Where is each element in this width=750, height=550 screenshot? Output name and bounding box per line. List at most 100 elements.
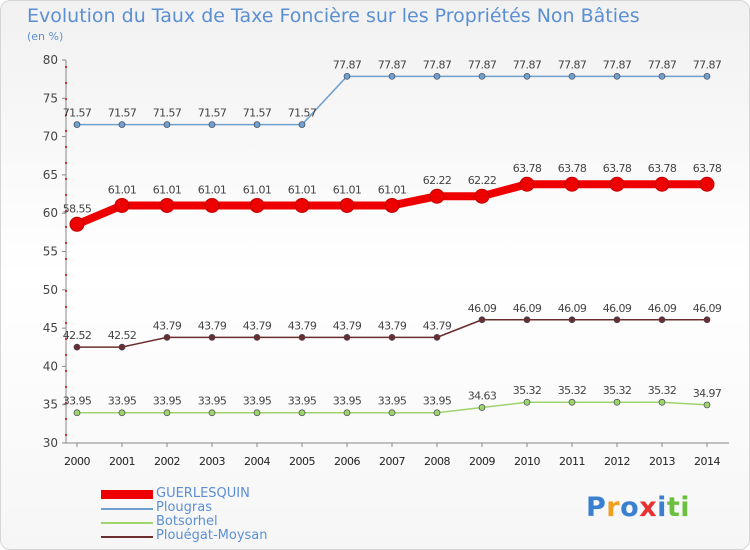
data-label: 46.09 bbox=[468, 302, 497, 315]
data-label: 43.79 bbox=[423, 319, 452, 332]
data-point bbox=[73, 343, 81, 351]
data-point bbox=[118, 409, 126, 417]
x-tick-label: 2007 bbox=[379, 455, 405, 468]
data-label: 34.97 bbox=[693, 387, 722, 400]
data-label: 71.57 bbox=[108, 107, 137, 120]
data-point bbox=[73, 409, 81, 417]
data-label: 63.78 bbox=[603, 162, 632, 175]
data-label: 42.52 bbox=[63, 329, 92, 342]
data-label: 61.01 bbox=[288, 183, 317, 196]
data-point bbox=[73, 121, 81, 128]
data-point bbox=[568, 398, 576, 406]
data-point bbox=[613, 72, 621, 80]
data-label: 46.09 bbox=[693, 302, 722, 315]
data-label: 71.57 bbox=[198, 107, 227, 120]
data-point bbox=[384, 197, 400, 213]
x-tick-label: 2003 bbox=[199, 455, 225, 468]
y-tick-label: 60 bbox=[43, 206, 58, 220]
data-point bbox=[658, 72, 666, 80]
data-label: 63.78 bbox=[648, 162, 677, 175]
data-label: 77.87 bbox=[333, 58, 362, 71]
data-label: 43.79 bbox=[198, 319, 227, 332]
data-label: 61.01 bbox=[378, 183, 407, 196]
data-label: 43.79 bbox=[243, 319, 272, 332]
data-point bbox=[654, 176, 670, 192]
data-label: 77.87 bbox=[693, 58, 722, 71]
data-point bbox=[613, 398, 621, 406]
data-point bbox=[253, 334, 261, 341]
data-label: 61.01 bbox=[198, 183, 227, 196]
data-point bbox=[478, 72, 486, 80]
data-point bbox=[474, 188, 490, 204]
data-label: 77.87 bbox=[513, 58, 542, 71]
data-point bbox=[433, 334, 441, 341]
data-label: 33.95 bbox=[108, 395, 137, 408]
data-label: 71.57 bbox=[153, 107, 182, 120]
x-tick-label: 2006 bbox=[334, 455, 360, 468]
data-label: 61.01 bbox=[153, 183, 182, 196]
data-label: 63.78 bbox=[693, 162, 722, 175]
data-point bbox=[208, 409, 216, 417]
y-tick-label: 40 bbox=[43, 359, 58, 373]
data-point bbox=[163, 409, 171, 417]
data-point bbox=[699, 176, 715, 192]
x-tick-label: 2009 bbox=[469, 455, 495, 468]
data-point bbox=[388, 72, 396, 80]
data-label: 71.57 bbox=[243, 107, 272, 120]
y-tick-label: 50 bbox=[43, 283, 58, 297]
data-label: 33.95 bbox=[423, 395, 452, 408]
data-label: 63.78 bbox=[513, 162, 542, 175]
logo-letter: r bbox=[606, 492, 621, 523]
data-label: 77.87 bbox=[648, 58, 677, 71]
x-tick-label: 2002 bbox=[154, 455, 180, 468]
data-label: 63.78 bbox=[558, 162, 587, 175]
data-point bbox=[658, 398, 666, 406]
data-label: 42.52 bbox=[108, 329, 137, 342]
data-label: 62.22 bbox=[423, 174, 452, 187]
logo-letter: i bbox=[680, 492, 691, 523]
data-label: 46.09 bbox=[558, 302, 587, 315]
data-label: 43.79 bbox=[333, 319, 362, 332]
data-label: 33.95 bbox=[198, 395, 227, 408]
data-point bbox=[388, 409, 396, 417]
data-label: 71.57 bbox=[288, 107, 317, 120]
data-label: 61.01 bbox=[243, 183, 272, 196]
data-label: 61.01 bbox=[108, 183, 137, 196]
data-point bbox=[388, 334, 396, 341]
data-point bbox=[343, 409, 351, 417]
legend-label: Plouégat-Moysan bbox=[156, 528, 268, 543]
logo-letter: x bbox=[639, 492, 658, 523]
data-label: 46.09 bbox=[513, 302, 542, 315]
data-label: 33.95 bbox=[378, 395, 407, 408]
data-label: 43.79 bbox=[378, 319, 407, 332]
chart-subtitle: (en %) bbox=[27, 30, 64, 43]
data-point bbox=[568, 316, 576, 324]
data-point bbox=[519, 176, 535, 192]
y-tick-label: 30 bbox=[43, 436, 58, 450]
data-label: 46.09 bbox=[648, 302, 677, 315]
data-point bbox=[433, 409, 441, 417]
data-label: 61.01 bbox=[333, 183, 362, 196]
y-tick-label: 45 bbox=[43, 321, 58, 335]
data-point bbox=[429, 188, 445, 204]
legend-label: Botsorhel bbox=[156, 514, 218, 529]
x-tick-label: 2010 bbox=[514, 455, 540, 468]
x-tick-label: 2000 bbox=[64, 455, 90, 468]
data-point bbox=[703, 401, 711, 409]
data-point bbox=[478, 404, 486, 411]
data-point bbox=[343, 334, 351, 341]
data-point bbox=[294, 197, 310, 213]
data-point bbox=[298, 409, 306, 417]
data-label: 35.32 bbox=[513, 384, 542, 397]
data-point bbox=[69, 216, 85, 232]
x-tick-label: 2011 bbox=[559, 455, 585, 468]
x-tick-label: 2008 bbox=[424, 455, 450, 468]
data-label: 58.55 bbox=[63, 202, 92, 215]
data-point bbox=[163, 334, 171, 341]
y-tick-label: 75 bbox=[43, 91, 58, 105]
data-point bbox=[159, 197, 175, 213]
data-label: 77.87 bbox=[603, 58, 632, 71]
data-point bbox=[204, 197, 220, 213]
data-point bbox=[208, 121, 216, 128]
logo-letter: t bbox=[666, 492, 681, 523]
